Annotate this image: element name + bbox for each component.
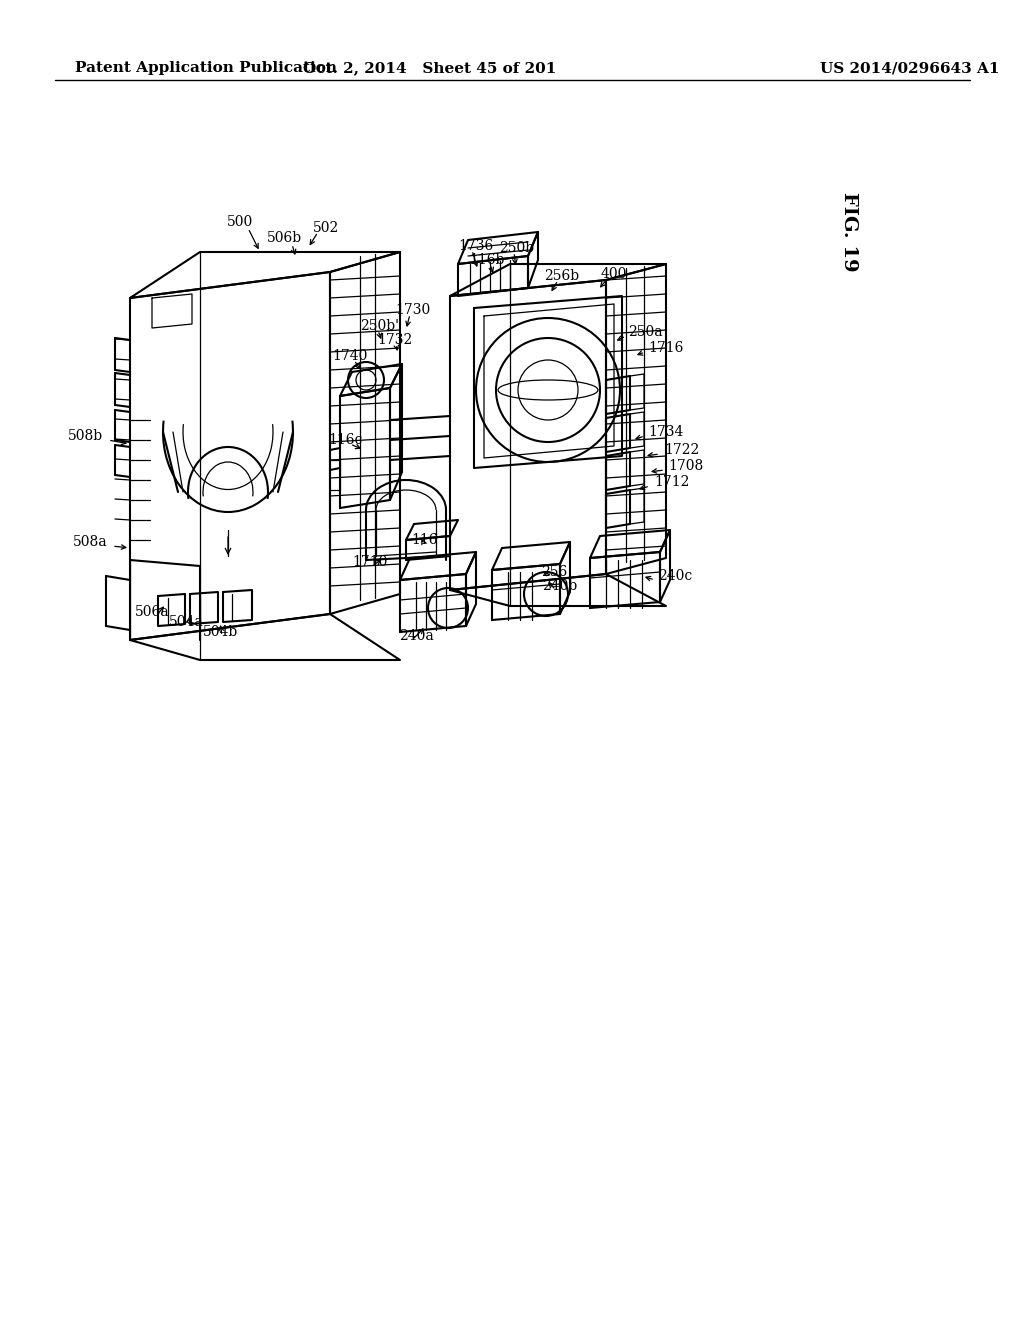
Text: 506a: 506a	[135, 605, 169, 619]
Text: 256b: 256b	[545, 269, 580, 282]
Text: 240b: 240b	[543, 579, 578, 593]
Text: 506b: 506b	[266, 231, 301, 246]
Text: Patent Application Publication: Patent Application Publication	[75, 61, 337, 75]
Text: 256: 256	[541, 565, 567, 579]
Text: 116: 116	[412, 533, 438, 546]
Text: 504a: 504a	[169, 615, 204, 630]
Text: 1712: 1712	[654, 475, 689, 488]
Text: 240a: 240a	[398, 630, 433, 643]
Text: 500: 500	[227, 215, 253, 228]
Text: FIG. 19: FIG. 19	[840, 193, 858, 272]
Text: 250b': 250b'	[360, 319, 399, 333]
Text: 116c: 116c	[329, 433, 364, 447]
Text: 1722: 1722	[664, 444, 699, 457]
Text: US 2014/0296643 A1: US 2014/0296643 A1	[820, 61, 999, 75]
Text: 1710: 1710	[352, 554, 388, 569]
Text: 1708: 1708	[668, 459, 703, 473]
Text: 116b: 116b	[469, 253, 505, 267]
Text: 250a: 250a	[628, 325, 663, 339]
Text: 1732: 1732	[378, 333, 413, 347]
Text: 1730: 1730	[395, 304, 431, 317]
Text: 502: 502	[313, 220, 339, 235]
Text: 1716: 1716	[648, 341, 683, 355]
Text: 1736: 1736	[459, 239, 494, 253]
Text: 508a: 508a	[74, 535, 108, 549]
Text: 240c: 240c	[658, 569, 692, 583]
Text: 1734: 1734	[648, 425, 683, 440]
Text: 400: 400	[601, 267, 627, 281]
Text: 250b: 250b	[500, 242, 535, 255]
Text: 504b: 504b	[203, 624, 238, 639]
Text: 1740: 1740	[333, 348, 368, 363]
Text: Oct. 2, 2014   Sheet 45 of 201: Oct. 2, 2014 Sheet 45 of 201	[303, 61, 557, 75]
Text: 508b: 508b	[68, 429, 103, 444]
